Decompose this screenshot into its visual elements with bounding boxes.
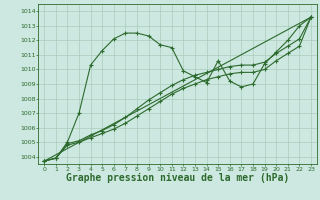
X-axis label: Graphe pression niveau de la mer (hPa): Graphe pression niveau de la mer (hPa): [66, 173, 289, 183]
